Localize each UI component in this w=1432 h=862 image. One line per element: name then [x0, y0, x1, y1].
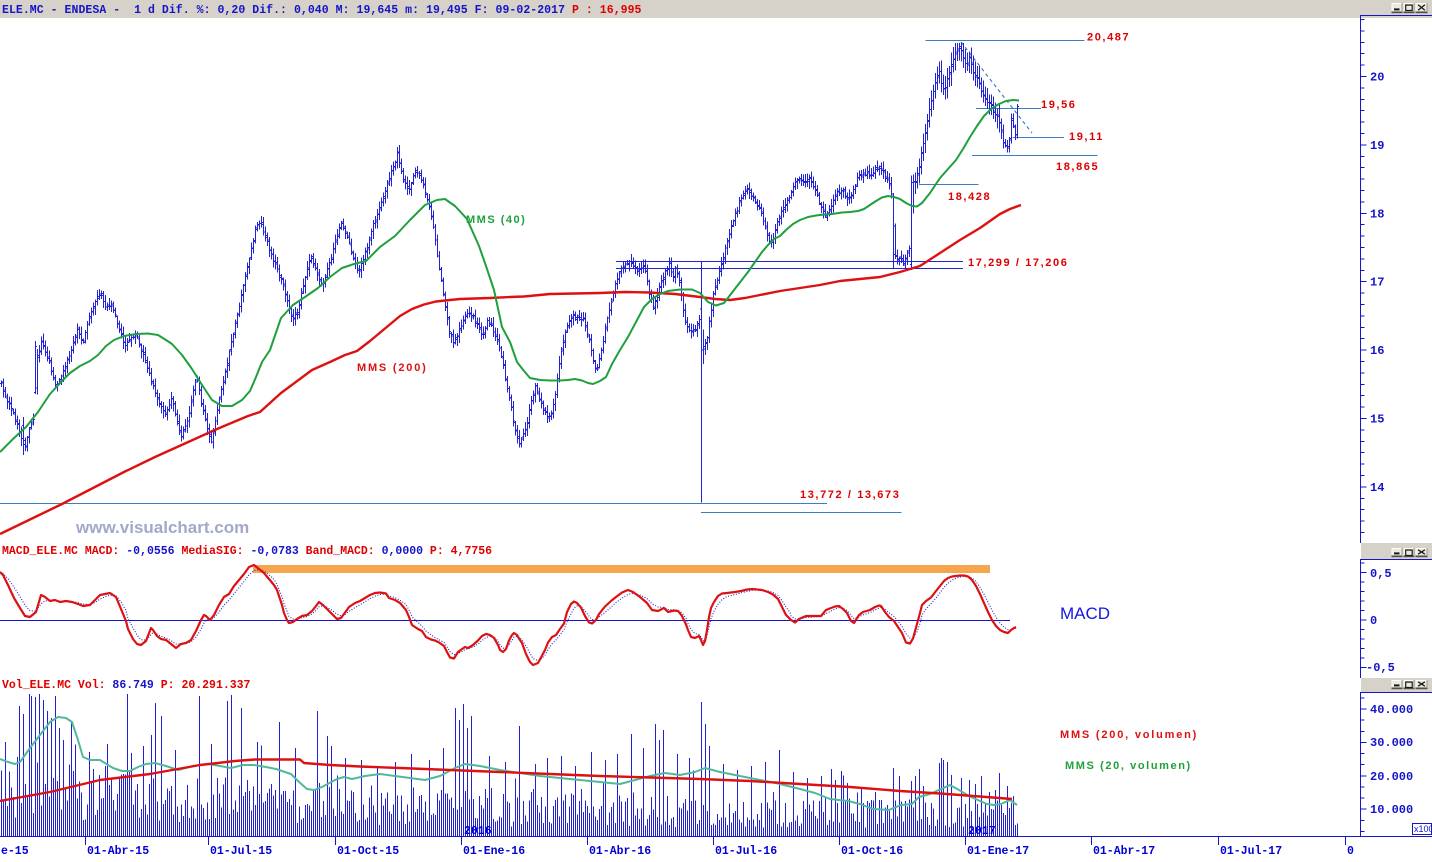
svg-text:2017: 2017	[968, 825, 996, 838]
svg-text:Vol_ELE.MC Vol: 86.749 P: 20.2: Vol_ELE.MC Vol: 86.749 P: 20.291.337	[2, 679, 251, 692]
svg-text:20,487: 20,487	[1087, 32, 1130, 44]
svg-text:MMS (20, volumen): MMS (20, volumen)	[1065, 760, 1192, 772]
svg-text:01-Jul-15: 01-Jul-15	[210, 845, 272, 857]
svg-text:2016: 2016	[464, 825, 492, 838]
svg-text:01-Abr-15: 01-Abr-15	[87, 845, 149, 857]
svg-text:17,299 / 17,206: 17,299 / 17,206	[968, 257, 1068, 269]
svg-text:MACD_ELE.MC MACD: -0,0556 Medi: MACD_ELE.MC MACD: -0,0556 MediaSIG: -0,0…	[2, 545, 492, 558]
svg-text:www.visualchart.com: www.visualchart.com	[75, 518, 249, 537]
svg-text:18: 18	[1370, 207, 1384, 221]
svg-text:01-Abr-16: 01-Abr-16	[589, 845, 651, 857]
svg-text:MACD: MACD	[1060, 604, 1110, 623]
svg-text:01-Oct-15: 01-Oct-15	[337, 845, 399, 857]
svg-text:0: 0	[1370, 614, 1377, 628]
svg-text:0: 0	[1347, 845, 1354, 857]
svg-text:01-Ene-17: 01-Ene-17	[967, 845, 1029, 857]
svg-text:01-Oct-16: 01-Oct-16	[841, 845, 903, 857]
svg-text:MMS (200, volumen): MMS (200, volumen)	[1060, 729, 1198, 741]
svg-text:17: 17	[1370, 276, 1384, 290]
svg-text:18,865: 18,865	[1056, 161, 1099, 173]
svg-text:MMS (200): MMS (200)	[357, 362, 428, 374]
svg-text:ELE.MC - ENDESA - 1 d Dif. %:: ELE.MC - ENDESA - 1 d Dif. %: 0,20 Dif.:…	[2, 4, 642, 17]
svg-text:x100: x100	[1414, 824, 1432, 834]
svg-text:15: 15	[1370, 413, 1384, 427]
svg-text:-0,5: -0,5	[1366, 661, 1395, 675]
svg-text:01-Abr-17: 01-Abr-17	[1093, 845, 1155, 857]
svg-text:16: 16	[1370, 344, 1384, 358]
svg-text:01-Jul-17: 01-Jul-17	[1220, 845, 1282, 857]
svg-text:20: 20	[1370, 71, 1384, 85]
svg-text:MMS (40): MMS (40)	[466, 214, 526, 226]
svg-text:40.000: 40.000	[1370, 703, 1413, 717]
svg-text:19,11: 19,11	[1069, 131, 1104, 143]
svg-text:30.000: 30.000	[1370, 736, 1413, 750]
svg-text:01-Jul-16: 01-Jul-16	[715, 845, 777, 857]
svg-text:0,5: 0,5	[1370, 567, 1392, 581]
svg-text:13,772 / 13,673: 13,772 / 13,673	[800, 489, 900, 501]
svg-text:19,56: 19,56	[1041, 99, 1077, 111]
svg-text:10.000: 10.000	[1370, 803, 1413, 817]
svg-text:e-15: e-15	[1, 845, 29, 857]
svg-text:18,428: 18,428	[948, 191, 991, 203]
svg-text:01-Ene-16: 01-Ene-16	[463, 845, 525, 857]
svg-text:20.000: 20.000	[1370, 770, 1413, 784]
svg-text:14: 14	[1370, 481, 1384, 495]
svg-text:19: 19	[1370, 139, 1384, 153]
